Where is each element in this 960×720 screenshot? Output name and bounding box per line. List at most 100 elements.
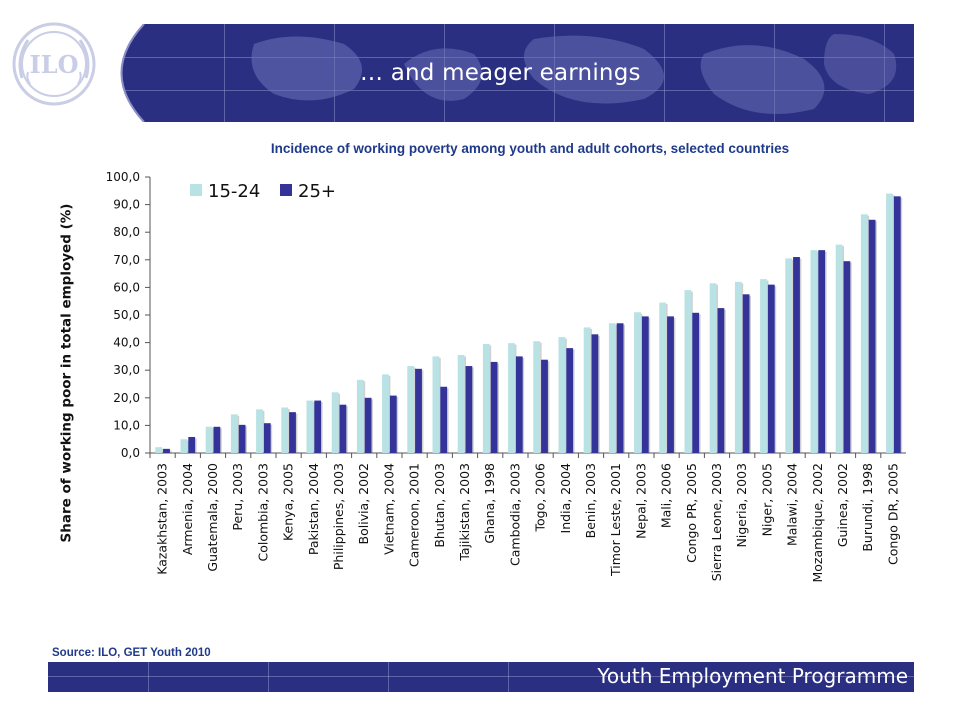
bar-youth <box>155 447 163 453</box>
category-label: Nigeria, 2003 <box>734 463 749 547</box>
y-tick-label: 30,0 <box>113 363 140 377</box>
bar-adult <box>616 323 624 453</box>
bar-youth <box>432 356 440 453</box>
bar-youth <box>835 244 843 453</box>
chart-bars <box>155 193 903 453</box>
chart-axes <box>145 176 906 458</box>
category-label: Niger, 2005 <box>759 463 774 536</box>
bar-adult <box>667 316 674 453</box>
page-title: … and meager earnings <box>360 60 641 86</box>
world-map-decoration <box>251 34 897 114</box>
bar-adult <box>818 250 826 453</box>
header-banner <box>104 24 914 122</box>
bar-youth <box>457 355 465 453</box>
bar-adult <box>238 424 246 453</box>
category-label: Kazakhstan, 2003 <box>155 463 170 575</box>
category-label: Guinea, 2002 <box>835 463 850 547</box>
bar-youth <box>281 407 289 453</box>
category-label: Pakistan, 2004 <box>306 463 321 555</box>
bar-youth <box>230 414 238 453</box>
category-label: Timor Leste, 2001 <box>608 463 623 577</box>
bar-youth <box>760 279 767 453</box>
bar-youth <box>482 343 490 453</box>
bar-adult <box>641 316 649 453</box>
bar-adult <box>868 219 876 453</box>
category-label: Nepal, 2003 <box>633 463 648 539</box>
bar-youth <box>205 426 213 453</box>
bar-youth <box>407 366 415 453</box>
y-tick-label: 20,0 <box>113 391 140 405</box>
category-label: Burundi, 1998 <box>860 463 875 552</box>
bar-youth <box>533 341 541 453</box>
bar-youth <box>810 250 818 453</box>
category-label: Bhutan, 2003 <box>432 463 447 548</box>
bar-adult <box>263 423 271 453</box>
y-tick-label: 80,0 <box>113 225 140 239</box>
y-tick-label: 70,0 <box>113 253 140 267</box>
bar-youth <box>860 214 868 453</box>
category-label: Mozambique, 2002 <box>810 463 825 583</box>
bar-youth <box>356 379 364 453</box>
bar-chart: 0,0 10,0 20,0 30,0 40,0 50,0 60,0 70,0 80,0 90,0 1… <box>106 170 906 583</box>
bar-adult <box>591 334 599 453</box>
category-label: Congo PR, 2005 <box>684 463 699 563</box>
bar-adult <box>490 361 498 453</box>
bar-adult <box>213 426 221 453</box>
category-label: Colombia, 2003 <box>255 463 270 562</box>
category-label: Mali, 2006 <box>659 463 674 528</box>
bar-adult <box>893 196 901 453</box>
bar-youth <box>785 258 793 453</box>
bar-adult <box>767 284 775 453</box>
bar-adult <box>389 395 397 453</box>
legend-label-1: 25+ <box>298 181 336 202</box>
category-label: Congo DR, 2005 <box>885 463 900 565</box>
legend-label-0: 15-24 <box>208 181 260 202</box>
bar-adult <box>339 404 347 453</box>
y-tick-labels: 0,0 10,0 20,0 30,0 40,0 50,0 60,0 70,0 80,0 90,0 1… <box>106 170 140 460</box>
bar-youth <box>306 400 314 453</box>
bar-adult <box>289 412 296 453</box>
category-label: Ghana, 1998 <box>482 463 497 544</box>
category-label: Togo, 2006 <box>533 463 548 533</box>
bar-adult <box>717 308 725 453</box>
category-label: Bolivia, 2002 <box>356 463 371 544</box>
bar-youth <box>256 409 263 453</box>
bar-adult <box>541 359 548 453</box>
y-tick-label: 50,0 <box>113 308 140 322</box>
bar-adult <box>465 366 473 453</box>
y-tick-label: 90,0 <box>113 198 140 212</box>
source-note: Source: ILO, GET Youth 2010 <box>52 647 211 659</box>
category-label: Peru, 2003 <box>230 463 245 531</box>
category-label: Cambodia, 2003 <box>507 463 522 566</box>
bar-youth <box>508 343 515 453</box>
category-label: Armenia, 2004 <box>180 463 195 555</box>
legend-swatch-0 <box>190 184 202 196</box>
bar-adult <box>742 294 750 453</box>
footer-banner: Youth Employment Programme <box>48 662 914 692</box>
bar-youth <box>684 290 692 453</box>
bar-youth <box>608 323 616 453</box>
bar-adult <box>843 261 851 453</box>
bar-youth <box>634 312 641 453</box>
bar-adult <box>415 368 422 453</box>
footer-programme-label: Youth Employment Programme <box>597 664 908 688</box>
legend-swatch-1 <box>280 184 292 196</box>
bar-youth <box>558 337 566 453</box>
category-label: Guatemala, 2000 <box>205 463 220 572</box>
bar-youth <box>709 283 717 453</box>
category-label: Malawi, 2004 <box>785 463 800 546</box>
header-curve-decoration <box>104 24 145 122</box>
category-label: India, 2004 <box>558 463 573 533</box>
category-label: Cameroon, 2001 <box>407 463 422 567</box>
bar-adult <box>515 356 523 453</box>
category-label: Kenya, 2005 <box>281 463 296 541</box>
bar-adult <box>188 436 196 453</box>
chart-legend: 15-24 25+ <box>190 181 336 202</box>
y-tick-label: 100,0 <box>106 170 140 184</box>
bar-youth <box>180 439 188 453</box>
bar-adult <box>364 397 372 453</box>
category-label: Benin, 2003 <box>583 463 598 538</box>
category-label: Sierra Leone, 2003 <box>709 463 724 581</box>
bar-adult <box>566 348 574 453</box>
bar-adult <box>692 312 700 453</box>
